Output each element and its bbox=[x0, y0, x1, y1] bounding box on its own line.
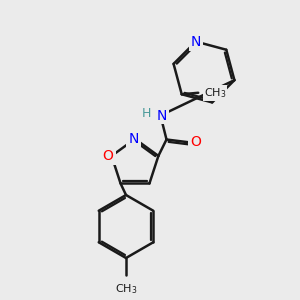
Text: O: O bbox=[190, 136, 201, 149]
Text: N: N bbox=[157, 109, 167, 122]
Text: N: N bbox=[191, 34, 201, 49]
Text: O: O bbox=[103, 149, 113, 163]
Text: CH$_3$: CH$_3$ bbox=[204, 86, 226, 100]
Text: CH$_3$: CH$_3$ bbox=[115, 282, 137, 296]
Text: H: H bbox=[142, 106, 151, 120]
Text: N: N bbox=[128, 132, 139, 146]
